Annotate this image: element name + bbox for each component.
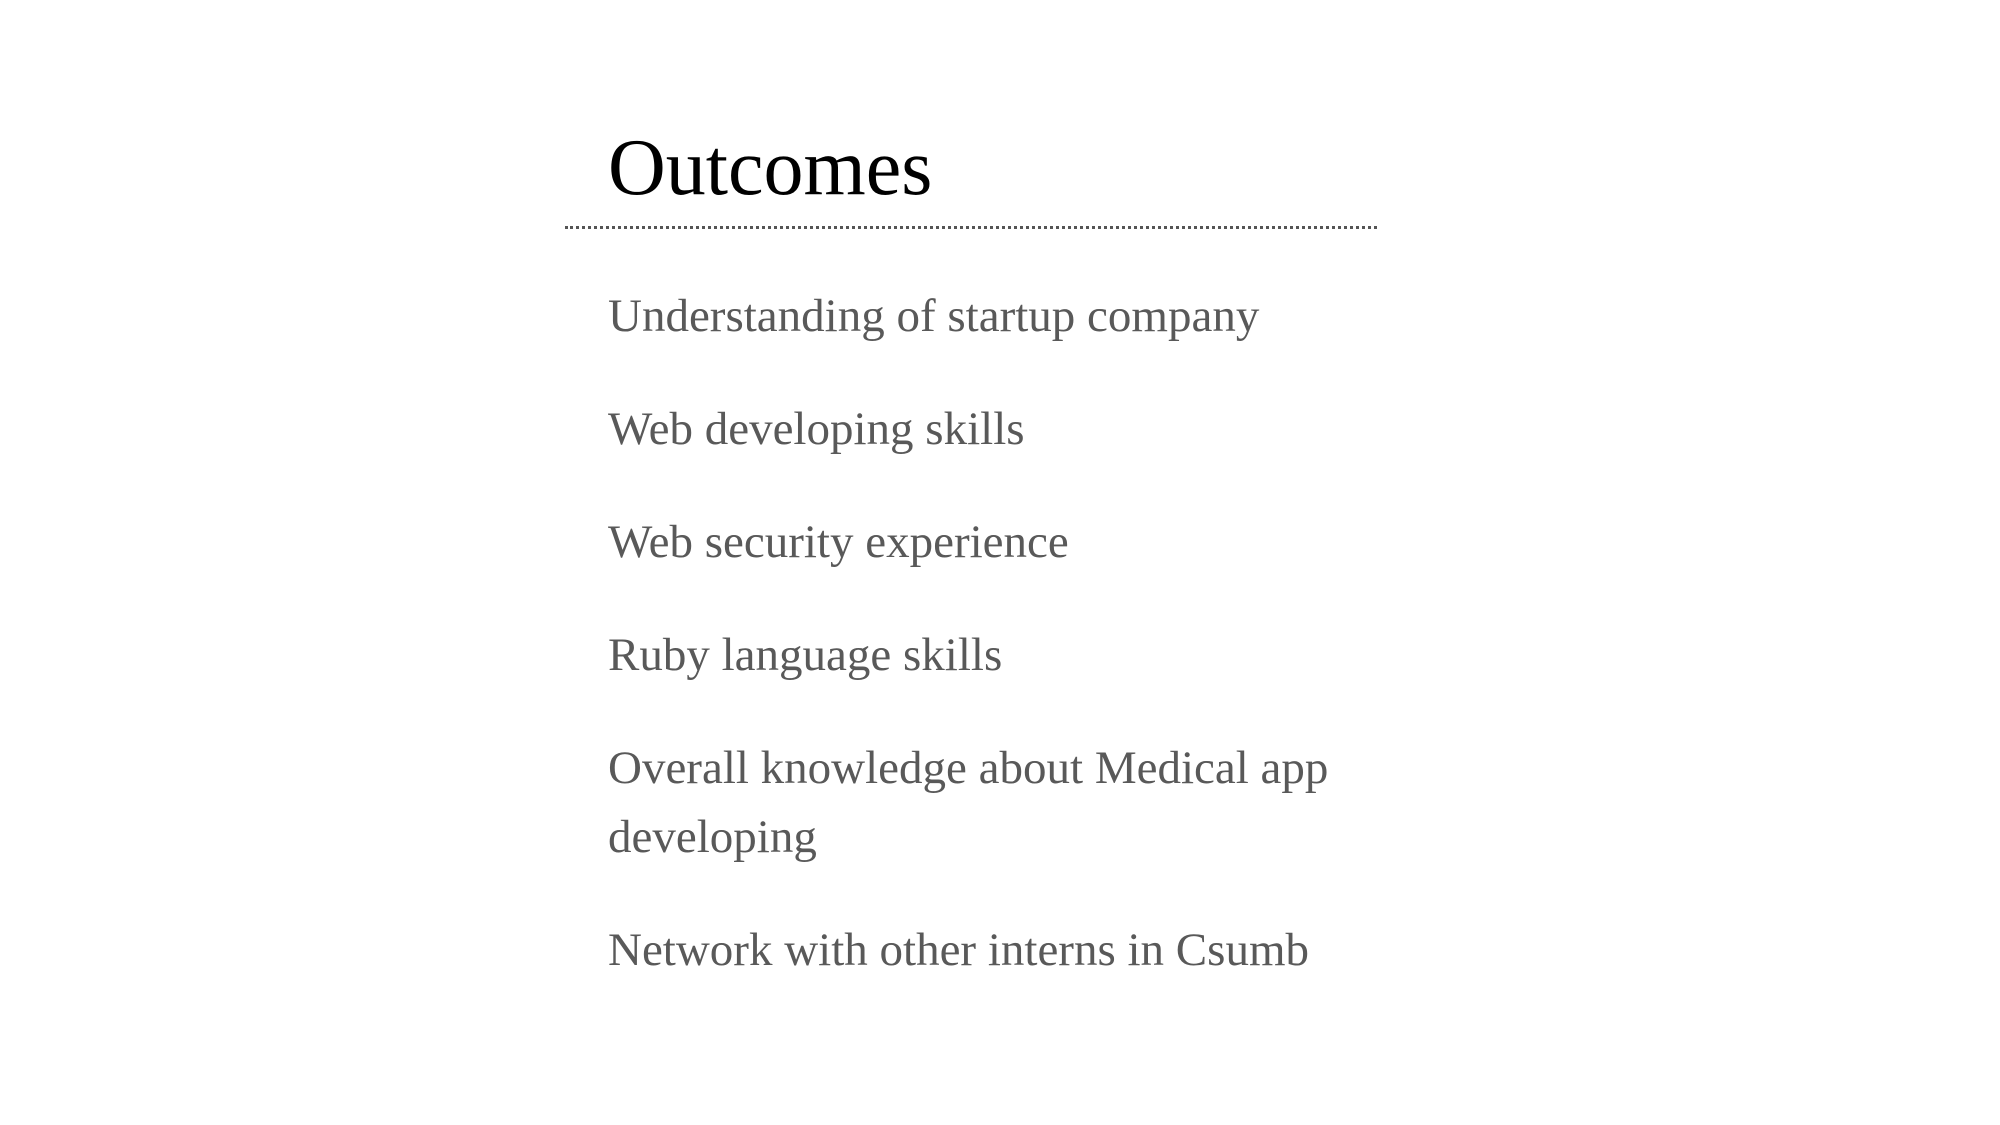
list-item: Ruby language skills xyxy=(608,629,1003,681)
title-divider xyxy=(565,226,1377,229)
outcomes-list: Understanding of startup company Web dev… xyxy=(608,282,1488,1029)
list-item: Web security experience xyxy=(608,516,1069,568)
list-item: Understanding of startup company xyxy=(608,290,1260,342)
list-item: Overall knowledge about Medical app deve… xyxy=(608,742,1329,863)
slide-title: Outcomes xyxy=(608,124,933,212)
list-item: Network with other interns in Csumb xyxy=(608,924,1310,976)
list-item: Web developing skills xyxy=(608,403,1025,455)
